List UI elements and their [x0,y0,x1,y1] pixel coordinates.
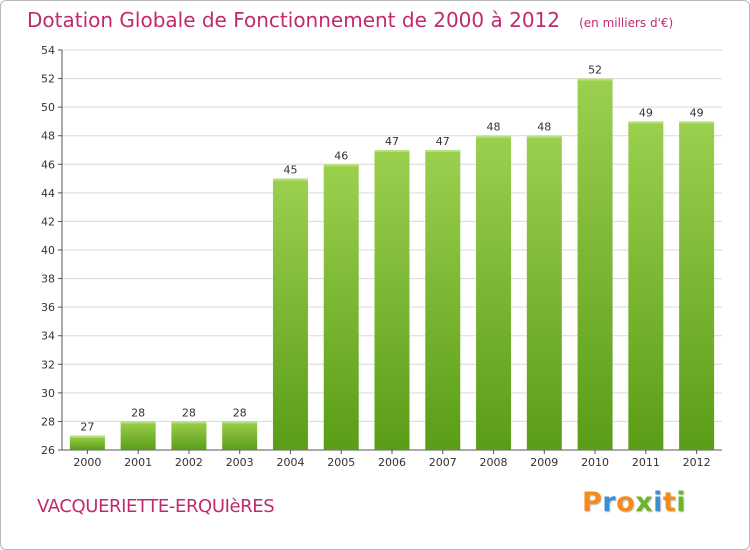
data-label: 49 [690,106,704,119]
bar [120,421,156,450]
y-tick-label: 30 [41,387,55,400]
y-tick-label: 54 [41,44,55,57]
logo-letter: t [662,487,677,518]
x-tick-label: 2004 [276,456,304,469]
y-tick-label: 26 [41,444,55,457]
x-tick-label: 2012 [683,456,711,469]
data-label: 46 [334,149,348,162]
bar [272,178,308,451]
data-labels: 27 28 28 28 45 46 47 47 48 48 52 49 49 [80,64,703,434]
data-label: 47 [385,135,399,148]
data-label: 48 [537,121,551,134]
logo-letter: x [635,487,654,518]
y-tick-label: 36 [41,301,55,314]
bar [628,121,664,450]
y-tick-label: 50 [41,101,55,114]
data-label: 28 [233,406,247,419]
y-tick-label: 28 [41,415,55,428]
data-label: 45 [283,164,297,177]
data-label: 49 [639,106,653,119]
bar-highlight [69,435,105,438]
x-tick-label: 2008 [480,456,508,469]
bar [476,135,512,450]
y-tick-label: 34 [41,330,55,343]
commune-name: VACQUERIETTE-ERQUIèRES [37,496,275,517]
x-tick-label: 2011 [632,456,660,469]
y-tick-label: 44 [41,187,55,200]
bar-highlight [222,421,258,424]
bar-highlight [120,421,156,424]
bar [577,78,613,451]
logo-letter: r [602,487,617,518]
y-tick-label: 46 [41,158,55,171]
data-label: 48 [487,121,501,134]
logo-letter: i [676,487,687,518]
title-row: Dotation Globale de Fonctionnement de 20… [27,8,673,32]
bar-highlight [171,421,207,424]
bar-highlight [679,121,715,124]
bar [679,121,715,450]
proxiti-logo[interactable]: Proxiti [582,487,686,518]
x-tick-label: 2009 [530,456,558,469]
y-tick-label: 32 [41,358,55,371]
bar-highlight [272,178,308,181]
bar-highlight [374,150,410,152]
bars [69,78,715,451]
bar [222,421,258,450]
bar-highlight [526,135,562,138]
x-tick-label: 2000 [73,456,101,469]
bar-highlight [628,121,664,124]
y-tick-label: 52 [41,73,55,86]
y-tick-label: 40 [41,244,55,257]
data-label: 28 [131,406,145,419]
bar [69,435,105,450]
logo-letter: i [653,487,663,518]
tick-labels: 26 28 30 32 34 36 38 40 42 44 46 48 50 52 54 2000 2001 20… [41,44,711,469]
x-tick-label: 2010 [581,456,609,469]
bar [374,150,410,450]
data-label: 27 [80,421,94,434]
chart-subtitle: (en milliers d'€) [579,16,674,30]
x-tick-label: 2002 [175,456,203,469]
y-tick-label: 48 [41,130,55,143]
bar-highlight [323,164,359,167]
y-tick-label: 38 [41,273,55,286]
data-label: 28 [182,406,196,419]
logo-letter: P [582,487,603,518]
x-tick-label: 2003 [226,456,254,469]
bar [323,164,359,451]
x-tick-label: 2006 [378,456,406,469]
bar [526,135,562,450]
bar-highlight [425,150,461,152]
y-tick-label: 42 [41,215,55,228]
x-tick-label: 2001 [124,456,152,469]
bar [425,150,461,450]
x-tick-label: 2007 [429,456,457,469]
logo-letter: o [616,487,636,518]
chart-title: Dotation Globale de Fonctionnement de 20… [27,8,560,32]
bar [171,421,207,450]
bar-highlight [476,135,512,138]
data-label: 52 [588,64,602,77]
data-label: 47 [436,135,450,148]
bar-highlight [577,78,613,81]
x-tick-label: 2005 [327,456,355,469]
